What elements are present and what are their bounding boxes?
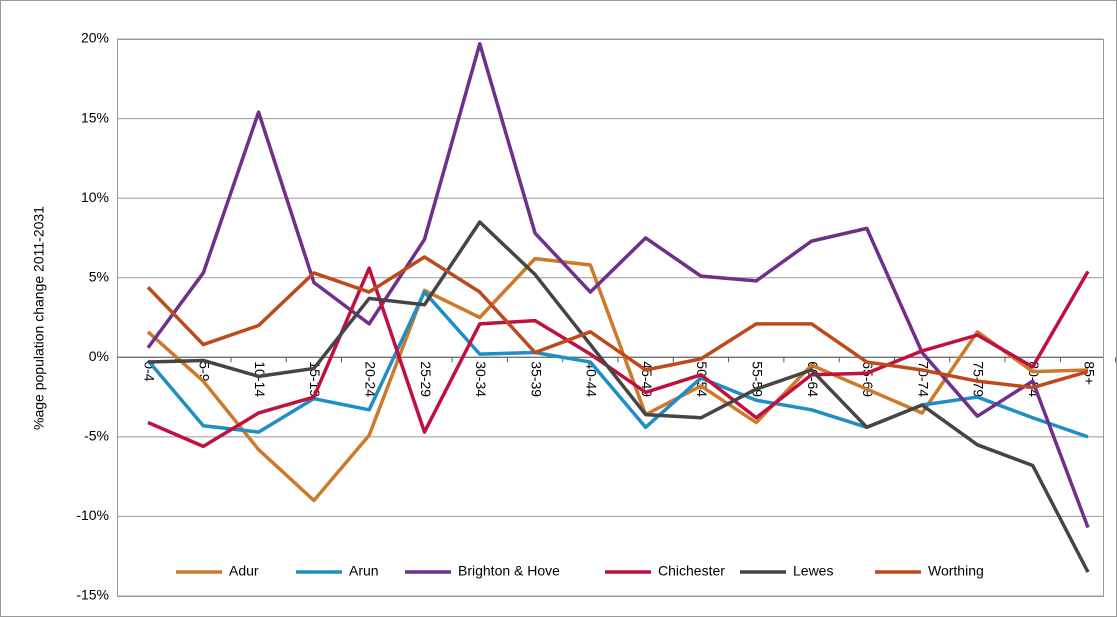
y-tick-label: -5% (84, 428, 109, 444)
y-tick-label: 20% (81, 30, 109, 46)
series-line (146, 42, 1090, 529)
legend-label: Adur (229, 563, 259, 579)
legend-label: Brighton & Hove (458, 563, 560, 579)
x-tick-label: 25-29 (418, 361, 434, 397)
y-axis-label: %age population change 2011-2031 (31, 206, 47, 430)
x-tick-label: 30-34 (473, 361, 489, 397)
y-tick-label: -15% (76, 587, 109, 603)
x-tick-label: 35-39 (528, 361, 544, 397)
x-tick-label: 85+ (1081, 361, 1097, 385)
series-line (146, 255, 1089, 390)
y-tick-label: 5% (89, 268, 109, 284)
legend-label: Worthing (928, 563, 984, 579)
series-line (146, 256, 1089, 503)
y-tick-label: 15% (81, 109, 109, 125)
series-line (146, 290, 1089, 439)
x-tick-label: 10-14 (252, 361, 268, 397)
x-tick-label: 20-24 (362, 361, 378, 397)
x-tick-label: 75-79 (971, 361, 987, 397)
x-tick-label: 70-74 (915, 361, 931, 397)
y-tick-label: 10% (81, 189, 109, 205)
y-tick-label: -10% (76, 507, 109, 523)
legend-label: Arun (349, 563, 379, 579)
series-line (147, 266, 1090, 449)
legend-label: Chichester (658, 563, 725, 579)
y-tick-label: 0% (89, 348, 109, 364)
series-line (147, 220, 1090, 573)
legend-label: Lewes (793, 563, 833, 579)
x-tick-label: 40-44 (584, 361, 600, 397)
